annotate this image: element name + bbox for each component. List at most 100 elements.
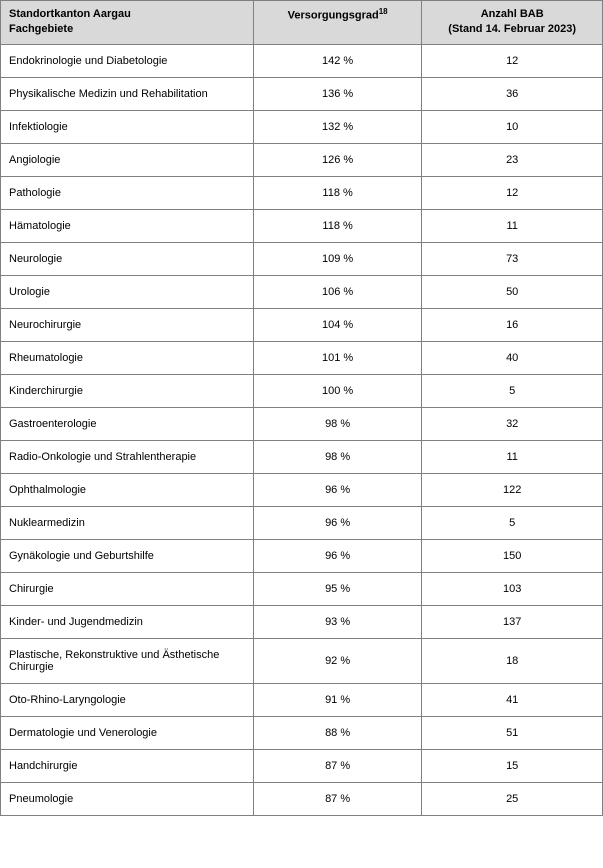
table-row: Plastische, Rekonstruktive und Ästhetisc… [1, 638, 603, 683]
cell-fachgebiet: Pneumologie [1, 782, 254, 815]
cell-fachgebiet: Dermatologie und Venerologie [1, 716, 254, 749]
cell-anzahl: 32 [422, 407, 603, 440]
table-row: Physikalische Medizin und Rehabilitation… [1, 77, 603, 110]
cell-fachgebiet: Neurochirurgie [1, 308, 254, 341]
cell-anzahl: 103 [422, 572, 603, 605]
cell-versorgungsgrad: 118 % [253, 209, 422, 242]
table-row: Gastroenterologie98 %32 [1, 407, 603, 440]
header-versorgungsgrad: Versorgungsgrad18 [253, 1, 422, 45]
table-row: Handchirurgie87 %15 [1, 749, 603, 782]
table-row: Endokrinologie und Diabetologie142 %12 [1, 44, 603, 77]
cell-anzahl: 25 [422, 782, 603, 815]
cell-versorgungsgrad: 106 % [253, 275, 422, 308]
cell-versorgungsgrad: 98 % [253, 440, 422, 473]
cell-fachgebiet: Kinder- und Jugendmedizin [1, 605, 254, 638]
cell-fachgebiet: Chirurgie [1, 572, 254, 605]
table-row: Infektiologie132 %10 [1, 110, 603, 143]
cell-anzahl: 51 [422, 716, 603, 749]
header-line: Anzahl BAB [430, 7, 594, 22]
cell-anzahl: 12 [422, 176, 603, 209]
cell-versorgungsgrad: 104 % [253, 308, 422, 341]
cell-fachgebiet: Neurologie [1, 242, 254, 275]
table-body: Endokrinologie und Diabetologie142 %12Ph… [1, 44, 603, 815]
cell-fachgebiet: Gynäkologie und Geburtshilfe [1, 539, 254, 572]
table-row: Pneumologie87 %25 [1, 782, 603, 815]
cell-fachgebiet: Pathologie [1, 176, 254, 209]
cell-versorgungsgrad: 96 % [253, 506, 422, 539]
cell-anzahl: 16 [422, 308, 603, 341]
cell-fachgebiet: Hämatologie [1, 209, 254, 242]
cell-anzahl: 18 [422, 638, 603, 683]
cell-anzahl: 11 [422, 440, 603, 473]
table-row: Kinder- und Jugendmedizin93 %137 [1, 605, 603, 638]
table-row: Radio-Onkologie und Strahlentherapie98 %… [1, 440, 603, 473]
header-line: Fachgebiete [9, 22, 245, 37]
cell-fachgebiet: Nuklearmedizin [1, 506, 254, 539]
header-line: (Stand 14. Februar 2023) [430, 22, 594, 37]
cell-anzahl: 50 [422, 275, 603, 308]
header-text: Versorgungsgrad [288, 10, 379, 22]
cell-fachgebiet: Urologie [1, 275, 254, 308]
cell-anzahl: 5 [422, 506, 603, 539]
header-line: Standortkanton Aargau [9, 7, 245, 22]
cell-fachgebiet: Gastroenterologie [1, 407, 254, 440]
table-row: Kinderchirurgie100 %5 [1, 374, 603, 407]
cell-versorgungsgrad: 142 % [253, 44, 422, 77]
cell-fachgebiet: Handchirurgie [1, 749, 254, 782]
table-row: Dermatologie und Venerologie88 %51 [1, 716, 603, 749]
cell-fachgebiet: Radio-Onkologie und Strahlentherapie [1, 440, 254, 473]
cell-versorgungsgrad: 91 % [253, 683, 422, 716]
cell-versorgungsgrad: 118 % [253, 176, 422, 209]
table-row: Neurochirurgie104 %16 [1, 308, 603, 341]
cell-fachgebiet: Infektiologie [1, 110, 254, 143]
cell-versorgungsgrad: 98 % [253, 407, 422, 440]
cell-anzahl: 36 [422, 77, 603, 110]
cell-fachgebiet: Ophthalmologie [1, 473, 254, 506]
cell-fachgebiet: Kinderchirurgie [1, 374, 254, 407]
cell-anzahl: 73 [422, 242, 603, 275]
cell-versorgungsgrad: 100 % [253, 374, 422, 407]
table-row: Hämatologie118 %11 [1, 209, 603, 242]
table-row: Ophthalmologie96 %122 [1, 473, 603, 506]
cell-anzahl: 5 [422, 374, 603, 407]
cell-anzahl: 137 [422, 605, 603, 638]
cell-fachgebiet: Angiologie [1, 143, 254, 176]
table-row: Urologie106 %50 [1, 275, 603, 308]
cell-versorgungsgrad: 96 % [253, 539, 422, 572]
cell-versorgungsgrad: 92 % [253, 638, 422, 683]
cell-anzahl: 41 [422, 683, 603, 716]
cell-anzahl: 150 [422, 539, 603, 572]
cell-versorgungsgrad: 87 % [253, 749, 422, 782]
table-row: Rheumatologie101 %40 [1, 341, 603, 374]
cell-versorgungsgrad: 132 % [253, 110, 422, 143]
table-row: Gynäkologie und Geburtshilfe96 %150 [1, 539, 603, 572]
cell-versorgungsgrad: 109 % [253, 242, 422, 275]
cell-anzahl: 11 [422, 209, 603, 242]
cell-fachgebiet: Endokrinologie und Diabetologie [1, 44, 254, 77]
fachgebiete-table: Standortkanton Aargau Fachgebiete Versor… [0, 0, 603, 816]
table-row: Nuklearmedizin96 %5 [1, 506, 603, 539]
cell-versorgungsgrad: 88 % [253, 716, 422, 749]
cell-fachgebiet: Physikalische Medizin und Rehabilitation [1, 77, 254, 110]
cell-anzahl: 40 [422, 341, 603, 374]
cell-anzahl: 122 [422, 473, 603, 506]
cell-fachgebiet: Plastische, Rekonstruktive und Ästhetisc… [1, 638, 254, 683]
cell-versorgungsgrad: 126 % [253, 143, 422, 176]
cell-versorgungsgrad: 87 % [253, 782, 422, 815]
cell-versorgungsgrad: 96 % [253, 473, 422, 506]
cell-fachgebiet: Oto-Rhino-Laryngologie [1, 683, 254, 716]
table-row: Angiologie126 %23 [1, 143, 603, 176]
header-anzahl-bab: Anzahl BAB (Stand 14. Februar 2023) [422, 1, 603, 45]
cell-fachgebiet: Rheumatologie [1, 341, 254, 374]
cell-anzahl: 15 [422, 749, 603, 782]
cell-anzahl: 10 [422, 110, 603, 143]
cell-versorgungsgrad: 95 % [253, 572, 422, 605]
cell-anzahl: 23 [422, 143, 603, 176]
cell-versorgungsgrad: 93 % [253, 605, 422, 638]
table-header-row: Standortkanton Aargau Fachgebiete Versor… [1, 1, 603, 45]
table-row: Neurologie109 %73 [1, 242, 603, 275]
cell-anzahl: 12 [422, 44, 603, 77]
table-row: Pathologie118 %12 [1, 176, 603, 209]
cell-versorgungsgrad: 101 % [253, 341, 422, 374]
table-row: Chirurgie95 %103 [1, 572, 603, 605]
